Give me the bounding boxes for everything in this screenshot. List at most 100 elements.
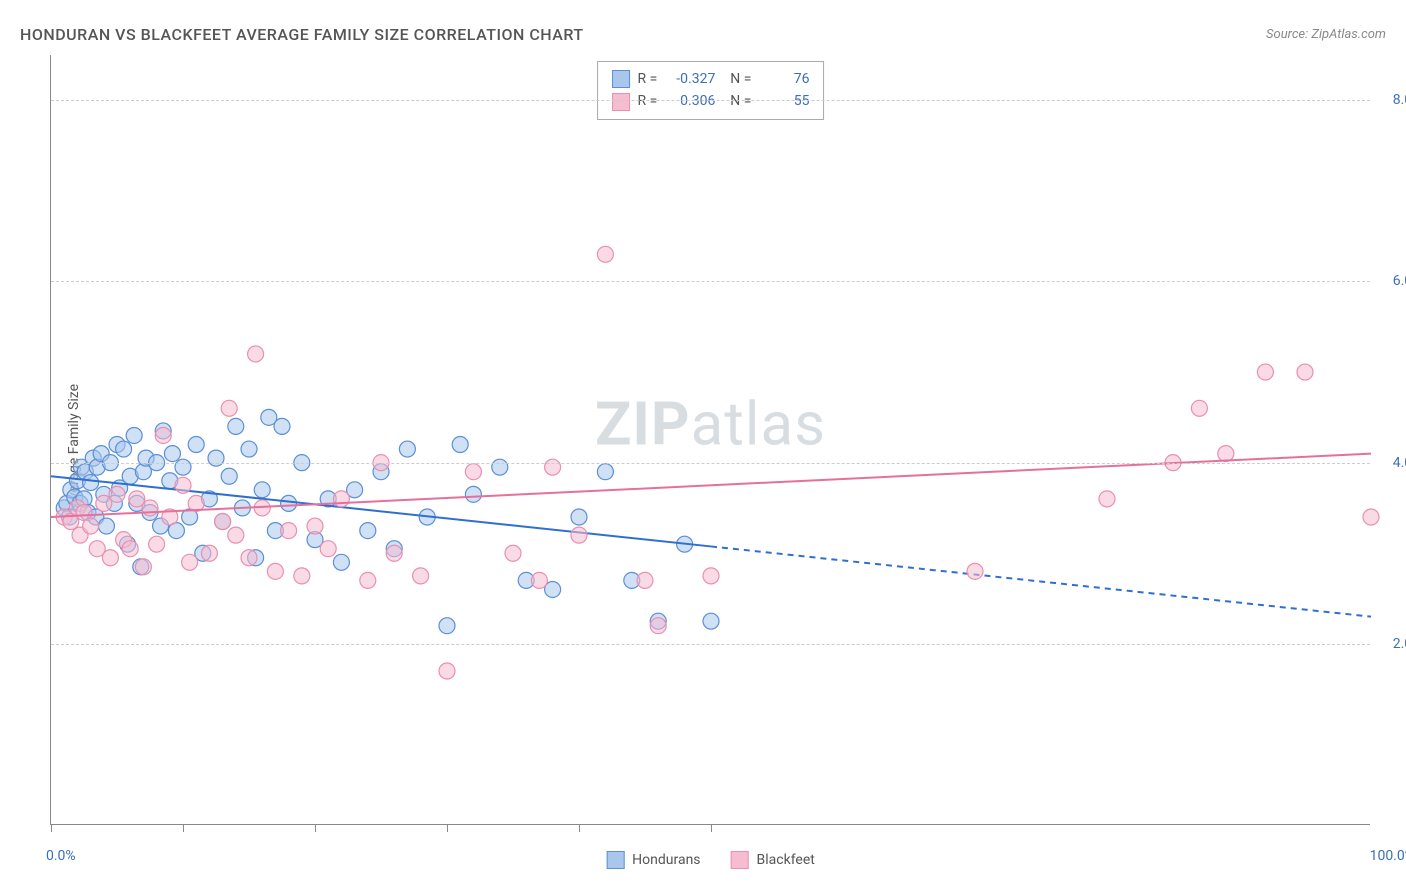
scatter-point-hondurans [571, 509, 587, 525]
scatter-point-hondurans [360, 523, 376, 539]
swatch-blackfeet [612, 93, 630, 111]
scatter-point-blackfeet [248, 346, 264, 362]
scatter-point-blackfeet [360, 572, 376, 588]
scatter-point-blackfeet [83, 518, 99, 534]
scatter-point-blackfeet [1218, 446, 1234, 462]
gridline [51, 463, 1370, 464]
legend-stat-row-1: R = -0.327 N = 76 [612, 68, 810, 90]
gridline [51, 281, 1370, 282]
swatch-hondurans [606, 851, 624, 869]
y-tick-label: 8.00 [1393, 92, 1406, 108]
scatter-point-blackfeet [386, 545, 402, 561]
scatter-point-blackfeet [531, 572, 547, 588]
swatch-blackfeet [731, 851, 749, 869]
y-tick-label: 6.00 [1393, 273, 1406, 289]
scatter-point-hondurans [254, 482, 270, 498]
n-value-hondurans: 76 [759, 68, 809, 90]
scatter-point-blackfeet [175, 477, 191, 493]
scatter-point-blackfeet [155, 427, 171, 443]
y-tick-label: 2.00 [1393, 636, 1406, 652]
scatter-point-blackfeet [637, 572, 653, 588]
x-tick [447, 824, 448, 832]
n-value-blackfeet: 55 [759, 90, 809, 112]
scatter-point-hondurans [221, 468, 237, 484]
gridline [51, 100, 1370, 101]
scatter-point-hondurans [228, 418, 244, 434]
scatter-point-blackfeet [109, 486, 125, 502]
scatter-point-blackfeet [135, 559, 151, 575]
x-tick [51, 824, 52, 832]
scatter-point-blackfeet [281, 523, 297, 539]
scatter-point-blackfeet [320, 541, 336, 557]
scatter-point-hondurans [126, 427, 142, 443]
scatter-point-blackfeet [1191, 400, 1207, 416]
scatter-point-hondurans [116, 441, 132, 457]
scatter-point-blackfeet [571, 527, 587, 543]
chart-container: HONDURAN VS BLACKFEET AVERAGE FAMILY SIZ… [0, 0, 1406, 892]
scatter-point-blackfeet [149, 536, 165, 552]
scatter-point-hondurans [452, 437, 468, 453]
scatter-point-hondurans [188, 437, 204, 453]
scatter-point-blackfeet [215, 514, 231, 530]
plot-svg [51, 55, 1370, 824]
scatter-point-hondurans [83, 475, 99, 491]
x-tick [183, 824, 184, 832]
scatter-point-hondurans [208, 450, 224, 466]
scatter-point-hondurans [175, 459, 191, 475]
scatter-point-blackfeet [439, 663, 455, 679]
scatter-point-hondurans [281, 495, 297, 511]
legend-stat-row-2: R = 0.306 N = 55 [612, 90, 810, 112]
gridline [51, 644, 1370, 645]
legend-item-blackfeet: Blackfeet [731, 851, 815, 869]
scatter-point-blackfeet [650, 618, 666, 634]
scatter-point-blackfeet [228, 527, 244, 543]
plot-area: ZIPatlas R = -0.327 N = 76 R = 0.306 N =… [50, 55, 1370, 825]
scatter-point-blackfeet [1257, 364, 1273, 380]
scatter-point-hondurans [164, 446, 180, 462]
legend-series: Hondurans Blackfeet [606, 851, 815, 869]
legend-label-hondurans: Hondurans [632, 852, 700, 868]
swatch-hondurans [612, 70, 630, 88]
scatter-point-blackfeet [703, 568, 719, 584]
scatter-point-hondurans [465, 486, 481, 502]
chart-title: HONDURAN VS BLACKFEET AVERAGE FAMILY SIZ… [20, 25, 584, 44]
r-label: R = [638, 90, 658, 112]
r-value-hondurans: -0.327 [665, 68, 715, 90]
y-tick-label: 4.00 [1393, 455, 1406, 471]
scatter-point-blackfeet [1363, 509, 1379, 525]
n-label: N = [723, 90, 751, 112]
scatter-point-hondurans [241, 441, 257, 457]
r-value-blackfeet: 0.306 [665, 90, 715, 112]
n-label: N = [723, 68, 751, 90]
scatter-point-blackfeet [597, 246, 613, 262]
scatter-point-blackfeet [182, 554, 198, 570]
scatter-point-blackfeet [122, 541, 138, 557]
scatter-point-hondurans [274, 418, 290, 434]
scatter-point-blackfeet [967, 563, 983, 579]
scatter-point-blackfeet [241, 550, 257, 566]
scatter-point-hondurans [439, 618, 455, 634]
scatter-point-blackfeet [201, 545, 217, 561]
x-tick [711, 824, 712, 832]
scatter-point-blackfeet [505, 545, 521, 561]
scatter-point-blackfeet [1297, 364, 1313, 380]
scatter-point-hondurans [98, 518, 114, 534]
scatter-point-hondurans [399, 441, 415, 457]
scatter-point-blackfeet [267, 563, 283, 579]
scatter-point-blackfeet [307, 518, 323, 534]
legend-item-hondurans: Hondurans [606, 851, 700, 869]
scatter-point-blackfeet [1099, 491, 1115, 507]
legend-statistics: R = -0.327 N = 76 R = 0.306 N = 55 [597, 61, 825, 120]
scatter-point-hondurans [333, 554, 349, 570]
r-label: R = [638, 68, 658, 90]
scatter-point-blackfeet [221, 400, 237, 416]
scatter-point-hondurans [492, 459, 508, 475]
scatter-point-blackfeet [545, 459, 561, 475]
scatter-point-blackfeet [294, 568, 310, 584]
scatter-point-blackfeet [465, 464, 481, 480]
scatter-point-blackfeet [333, 491, 349, 507]
trend-line-dashed-hondurans [711, 546, 1371, 616]
scatter-point-hondurans [703, 613, 719, 629]
x-axis-left-label: 0.0% [46, 848, 76, 864]
scatter-point-blackfeet [142, 500, 158, 516]
